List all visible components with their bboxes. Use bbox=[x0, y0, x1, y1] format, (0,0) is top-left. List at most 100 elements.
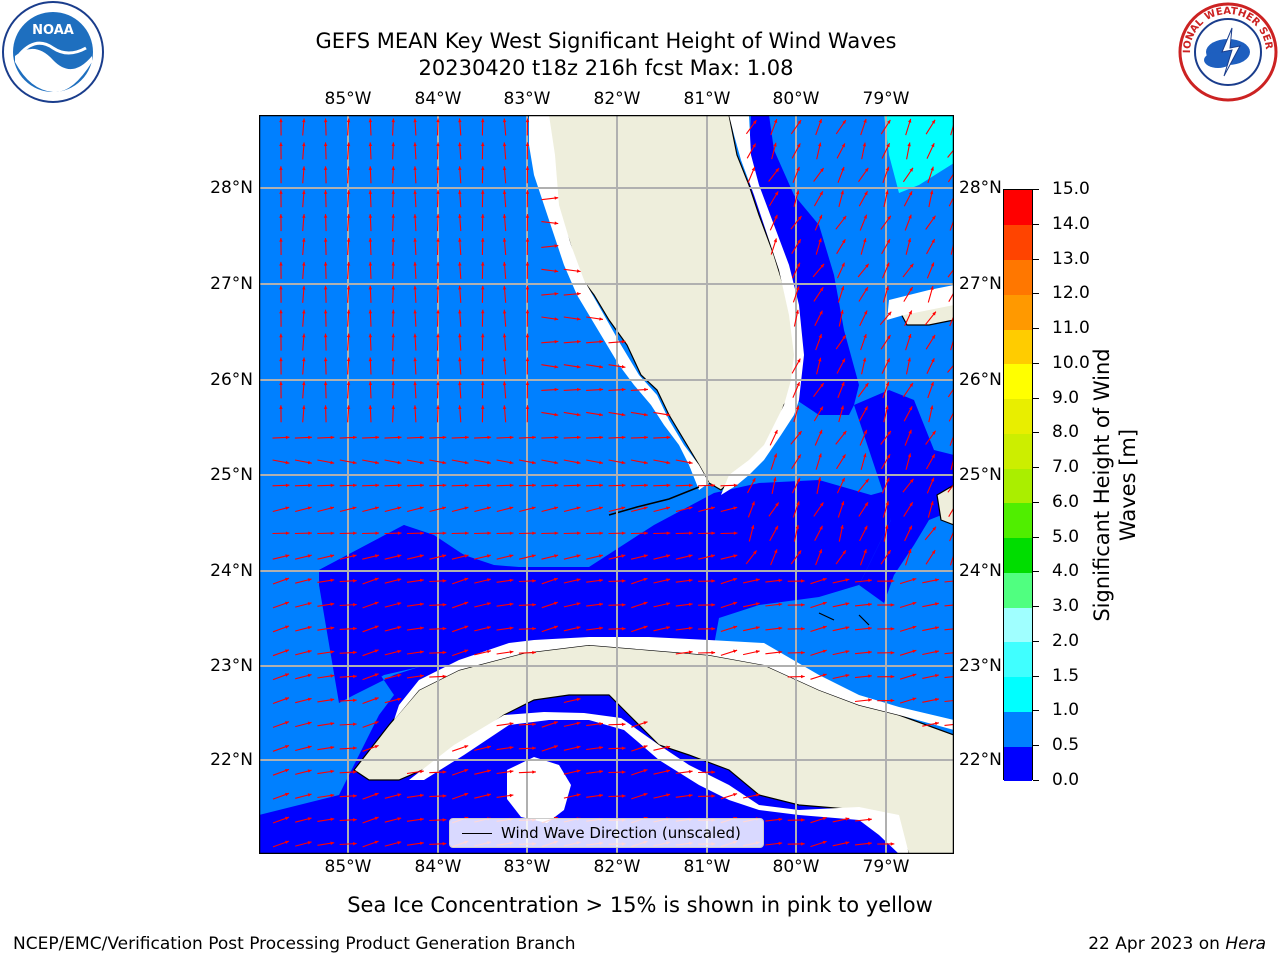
lon-label-top: 85°W bbox=[324, 89, 372, 109]
wave-arrow-head bbox=[486, 506, 491, 510]
wave-arrow-head bbox=[487, 602, 491, 606]
wave-arrow-head bbox=[353, 579, 357, 583]
wave-arrow-head bbox=[413, 333, 417, 338]
wave-arrow-head bbox=[368, 285, 373, 290]
wave-arrow-head bbox=[932, 526, 936, 531]
legend-line-swatch bbox=[462, 833, 492, 834]
wave-arrow-head bbox=[576, 769, 581, 773]
wave-arrow-head bbox=[599, 531, 604, 535]
wave-arrow-head bbox=[302, 142, 306, 147]
colorbar-tick-mark bbox=[1033, 362, 1039, 364]
wave-arrow-head bbox=[912, 578, 917, 582]
wave-direction-arrows bbox=[272, 118, 954, 848]
wave-arrow-head bbox=[621, 365, 626, 369]
wave-arrow-head bbox=[930, 166, 934, 171]
wave-arrow-head bbox=[279, 142, 283, 146]
wave-arrow-head bbox=[353, 650, 357, 655]
wave-arrow-head bbox=[818, 453, 822, 458]
wave-arrow-head bbox=[599, 483, 604, 488]
wave-arrow-head bbox=[912, 697, 917, 701]
wave-arrow-head bbox=[887, 430, 891, 435]
wave-arrow-head bbox=[353, 722, 357, 726]
wave-arrow-head bbox=[391, 381, 395, 386]
wave-arrow-head bbox=[532, 650, 536, 655]
wave-arrow-head bbox=[819, 406, 823, 411]
colorbar-tick-label: 13.0 bbox=[1052, 248, 1090, 269]
wave-arrow-head bbox=[374, 577, 379, 582]
wave-arrow-head bbox=[279, 166, 283, 170]
wave-arrow-head bbox=[397, 435, 402, 440]
wave-arrow-head bbox=[774, 191, 779, 196]
wave-arrow-head bbox=[801, 579, 805, 583]
wave-arrow-head bbox=[413, 214, 417, 218]
colorbar-tick-label: 12.0 bbox=[1052, 283, 1090, 304]
wave-arrow-head bbox=[890, 842, 895, 846]
wave-arrow-head bbox=[330, 531, 335, 535]
colorbar-tick-mark bbox=[1033, 432, 1039, 434]
colorbar-tick-mark bbox=[1033, 571, 1039, 573]
lon-label-top: 84°W bbox=[414, 89, 462, 109]
wave-arrow-head bbox=[576, 626, 581, 630]
wave-arrow-head bbox=[753, 550, 757, 555]
wave-arrow-head bbox=[796, 166, 800, 171]
lon-label-top: 81°W bbox=[683, 89, 731, 109]
wave-arrow-head bbox=[285, 673, 289, 677]
wave-band-low-bahamas bbox=[854, 390, 954, 603]
wave-arrow-head bbox=[576, 721, 581, 726]
lon-label-bottom: 83°W bbox=[503, 857, 551, 877]
wave-arrow-head bbox=[864, 287, 868, 292]
colorbar-cell bbox=[1004, 607, 1032, 643]
wave-arrow-head bbox=[890, 579, 895, 583]
wave-arrow-head bbox=[862, 142, 867, 147]
wave-arrow-head bbox=[822, 578, 827, 582]
wave-arrow-head bbox=[502, 166, 507, 171]
wave-arrow-head bbox=[795, 309, 799, 314]
wave-arrow-head bbox=[413, 357, 417, 362]
wave-arrow-head bbox=[864, 167, 869, 172]
wave-arrow-head bbox=[840, 501, 845, 506]
wave-arrow-head bbox=[931, 358, 935, 363]
wave-arrow-head bbox=[885, 405, 889, 410]
wave-arrow-head bbox=[907, 238, 912, 243]
wave-arrow-head bbox=[302, 309, 306, 314]
wave-arrow-head bbox=[442, 435, 447, 440]
wave-arrow-head bbox=[436, 333, 440, 338]
wave-arrow-head bbox=[375, 435, 380, 440]
wave-arrow-head bbox=[908, 214, 912, 219]
wave-arrow-head bbox=[554, 531, 559, 535]
wave-arrow-head bbox=[890, 603, 895, 607]
wave-arrow-head bbox=[353, 603, 357, 607]
wave-arrow-head bbox=[643, 554, 648, 558]
wave-arrow-head bbox=[279, 261, 283, 266]
wave-arrow-head bbox=[481, 285, 485, 290]
wave-arrow-head bbox=[458, 333, 462, 338]
wave-arrow-head bbox=[323, 381, 328, 386]
wave-arrow-head bbox=[599, 793, 603, 798]
wave-arrow-head bbox=[774, 214, 778, 219]
wave-arrow-head bbox=[576, 292, 581, 296]
wave-arrow-head bbox=[346, 261, 351, 266]
wave-arrow-head bbox=[391, 405, 395, 409]
wave-arrow-head bbox=[509, 554, 514, 558]
wave-arrow-head bbox=[532, 579, 536, 583]
wave-arrow-head bbox=[442, 460, 447, 465]
wave-arrow-head bbox=[397, 602, 402, 606]
wave-arrow-head bbox=[481, 190, 485, 194]
wave-arrow-head bbox=[525, 238, 530, 242]
wave-arrow-head bbox=[397, 554, 402, 558]
wave-arrow-head bbox=[599, 340, 604, 344]
wave-arrow-head bbox=[397, 626, 402, 630]
wave-arrow-head bbox=[531, 506, 536, 510]
wave-arrow-head bbox=[302, 190, 306, 194]
wave-arrow-head bbox=[820, 263, 825, 268]
wave-arrow-head bbox=[621, 435, 626, 440]
wave-arrow-head bbox=[822, 673, 827, 677]
wave-arrow-head bbox=[279, 405, 283, 409]
wave-arrow-head bbox=[330, 460, 335, 465]
wave-arrow-head bbox=[643, 577, 648, 582]
wave-arrow-head bbox=[932, 311, 936, 316]
wave-arrow-head bbox=[576, 269, 581, 273]
wave-arrow-head bbox=[481, 142, 485, 146]
wave-arrow-head bbox=[458, 142, 462, 147]
wave-arrow-head bbox=[285, 577, 289, 582]
